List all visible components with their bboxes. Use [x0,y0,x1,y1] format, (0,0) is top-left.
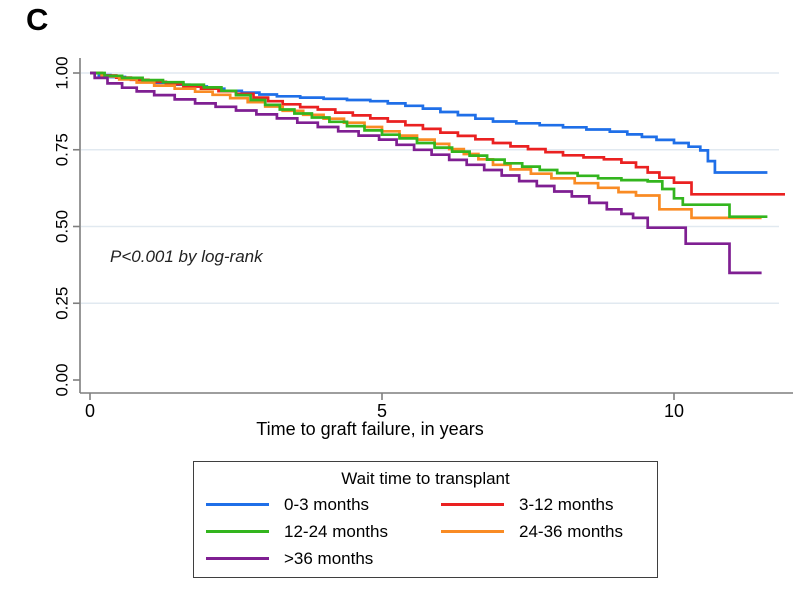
x-axis-title: Time to graft failure, in years [256,419,484,439]
y-tick-label: 1.00 [52,56,71,89]
y-tick-label: 0.75 [52,133,71,166]
y-tick-label: 0.00 [52,363,71,396]
legend-title: Wait time to transplant [341,469,510,488]
x-tick-label: 5 [377,401,387,421]
legend-item-12-24-months: 12-24 months [206,521,441,542]
legend-line-sample [206,530,269,533]
legend-line-sample [206,503,269,506]
legend-item-label: 3-12 months [519,494,614,514]
curves-layer [90,71,785,275]
pvalue-annotation: P<0.001 by log-rank [110,247,264,266]
km-curve-3-12-months [90,71,785,196]
x-tick-label: 10 [664,401,684,421]
x-tick-label: 0 [85,401,95,421]
legend-grid: 0-3 months 3-12 months 12-24 months 24-36 m… [206,494,657,569]
legend-item-3-12-months: 3-12 months [441,494,657,515]
legend-item--36-months: >36 months [206,548,441,569]
legend-box: Wait time to transplant 0-3 months 3-12 m… [193,461,658,578]
legend-line-sample [441,530,504,533]
legend-item-label: 0-3 months [284,494,370,514]
legend-item-0-3-months: 0-3 months [206,494,441,515]
km-plot-area: 0.00 0.25 0.50 0.75 1.00 0 5 10 P<0.001 by log-… [52,56,793,421]
legend-line-sample [206,557,269,560]
legend-item-label: >36 months [284,548,374,568]
km-curve-12-24-months [90,71,768,219]
legend-item-label: 12-24 months [284,521,388,541]
legend-line-sample [441,503,504,506]
y-tick-label: 0.25 [52,287,71,320]
axes-layer: 0.00 0.25 0.50 0.75 1.00 0 5 10 [52,56,793,421]
panel-label: C [26,2,49,37]
legend-item-24-36-months: 24-36 months [441,521,657,542]
y-tick-label: 0.50 [52,210,71,243]
km-curve-24-36-months [90,71,762,220]
legend-item-label: 24-36 months [519,521,623,541]
km-curve--36-months [90,71,762,275]
